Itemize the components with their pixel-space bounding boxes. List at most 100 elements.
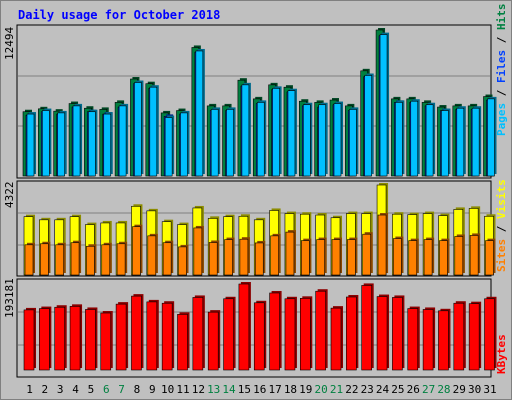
pages-bar-21-face bbox=[333, 103, 342, 177]
kbytes-bar-5 bbox=[85, 307, 98, 371]
sites-bar-5 bbox=[86, 244, 97, 276]
sites-bar-29 bbox=[454, 234, 465, 276]
sites-bar-1 bbox=[24, 242, 35, 276]
kbytes-bar-5-face bbox=[85, 309, 96, 371]
sites-bar-14 bbox=[224, 237, 235, 276]
pages-bar-8-face bbox=[134, 82, 142, 177]
kbytes-bar-30-face bbox=[468, 303, 480, 371]
day-label-3: 3 bbox=[57, 383, 64, 396]
sites-bar-12-face bbox=[193, 227, 203, 276]
pages-bar-2 bbox=[42, 108, 52, 177]
sites-bar-26 bbox=[408, 238, 419, 276]
sites-bar-16-face bbox=[254, 242, 264, 276]
kbytes-bar-19 bbox=[299, 296, 313, 371]
sites-bar-5-face bbox=[86, 245, 95, 276]
day-label-24: 24 bbox=[376, 383, 390, 396]
sites-bar-15-face bbox=[239, 238, 249, 276]
sites-bar-10-face bbox=[162, 242, 172, 276]
sites-bar-28-face bbox=[439, 240, 448, 276]
kbytes-bar-27 bbox=[422, 307, 436, 371]
day-label-30: 30 bbox=[468, 383, 481, 396]
pages-bar-17-face bbox=[272, 88, 280, 177]
kbytes-bar-12-face bbox=[192, 297, 204, 371]
pages-bar-3-face bbox=[57, 112, 66, 177]
pages-bar-30 bbox=[471, 106, 482, 177]
bars-group bbox=[22, 28, 497, 371]
sites-bar-3 bbox=[55, 242, 66, 276]
sites-bar-17 bbox=[270, 233, 281, 276]
pages-bar-27-face bbox=[425, 104, 434, 177]
sites-bar-30 bbox=[469, 233, 481, 276]
pages-bar-31-face bbox=[487, 98, 495, 177]
kbytes-bar-18-face bbox=[284, 298, 296, 371]
kbytes-bar-24-face bbox=[376, 296, 388, 371]
kbytes-bar-14 bbox=[223, 296, 236, 371]
day-label-27: 27 bbox=[422, 383, 435, 396]
pages-bar-15 bbox=[241, 82, 251, 177]
kbytes-bar-7 bbox=[115, 302, 129, 371]
day-label-10: 10 bbox=[161, 383, 174, 396]
pages-bar-29 bbox=[456, 106, 466, 177]
kbytes-bar-27-face bbox=[422, 309, 434, 371]
pages-bar-8 bbox=[134, 80, 144, 177]
kbytes-bar-8-face bbox=[131, 295, 142, 371]
sites-bar-18 bbox=[285, 230, 296, 276]
day-label-25: 25 bbox=[391, 383, 404, 396]
pages-bar-28 bbox=[441, 108, 451, 177]
pages-bar-16 bbox=[256, 100, 267, 177]
kbytes-bar-22 bbox=[346, 294, 359, 371]
day-label-28: 28 bbox=[437, 383, 450, 396]
kbytes-bar-16 bbox=[253, 300, 267, 371]
day-label-2: 2 bbox=[42, 383, 49, 396]
visits-ymax-label: 4322 bbox=[3, 182, 16, 209]
kbytes-bar-26 bbox=[407, 306, 420, 371]
kbytes-bar-25 bbox=[392, 295, 405, 371]
pages-bar-12 bbox=[195, 48, 205, 177]
pages-bar-31 bbox=[487, 96, 497, 177]
day-label-26: 26 bbox=[407, 383, 420, 396]
pages-bar-5 bbox=[88, 109, 98, 177]
kbytes-bar-21 bbox=[330, 306, 343, 371]
day-label-21: 21 bbox=[330, 383, 343, 396]
pages-bar-22-face bbox=[349, 109, 357, 177]
kbytes-bar-18 bbox=[284, 296, 297, 371]
kbytes-ymax-label: 193181 bbox=[3, 278, 16, 318]
pages-bar-19-face bbox=[302, 104, 311, 177]
sites-bar-9-face bbox=[147, 235, 157, 276]
sites-bar-4 bbox=[70, 240, 82, 276]
sites-bar-25 bbox=[393, 236, 404, 276]
pages-bar-23-face bbox=[364, 75, 373, 177]
kbytes-bar-15 bbox=[238, 282, 251, 371]
sites-bar-24-face bbox=[377, 214, 387, 276]
sites-bar-19 bbox=[300, 238, 312, 276]
day-label-15: 15 bbox=[238, 383, 251, 396]
sites-bar-24 bbox=[377, 213, 389, 276]
kbytes-bar-23-face bbox=[361, 285, 373, 371]
pages-bar-30-face bbox=[471, 107, 480, 177]
sites-bar-30-face bbox=[469, 235, 479, 276]
pages-bar-4-face bbox=[72, 105, 81, 177]
kbytes-bar-3-face bbox=[54, 306, 66, 371]
kbytes-bar-21-face bbox=[330, 307, 342, 371]
kbytes-bar-13 bbox=[207, 310, 221, 371]
sites-bar-27-face bbox=[423, 239, 433, 276]
kbytes-bar-28-face bbox=[438, 310, 449, 371]
sites-bar-7 bbox=[116, 241, 128, 276]
sites-bar-21-face bbox=[331, 239, 341, 276]
pages-bar-1-face bbox=[26, 113, 35, 177]
kbytes-bar-14-face bbox=[223, 298, 234, 371]
legend-files: Files bbox=[495, 50, 508, 83]
day-label-8: 8 bbox=[134, 383, 141, 396]
pages-bar-7 bbox=[118, 103, 129, 177]
sites-bar-28 bbox=[439, 238, 450, 276]
sites-bar-23-face bbox=[362, 233, 372, 276]
day-label-4: 4 bbox=[72, 383, 79, 396]
pages-bar-13-face bbox=[210, 109, 219, 177]
kbytes-bar-23 bbox=[361, 283, 374, 371]
pages-bar-2-face bbox=[42, 110, 50, 177]
sites-bar-14-face bbox=[224, 239, 233, 276]
pages-bar-6 bbox=[103, 112, 113, 177]
sites-bar-22-face bbox=[347, 239, 356, 276]
sites-bar-21 bbox=[331, 237, 342, 276]
day-label-9: 9 bbox=[149, 383, 156, 396]
